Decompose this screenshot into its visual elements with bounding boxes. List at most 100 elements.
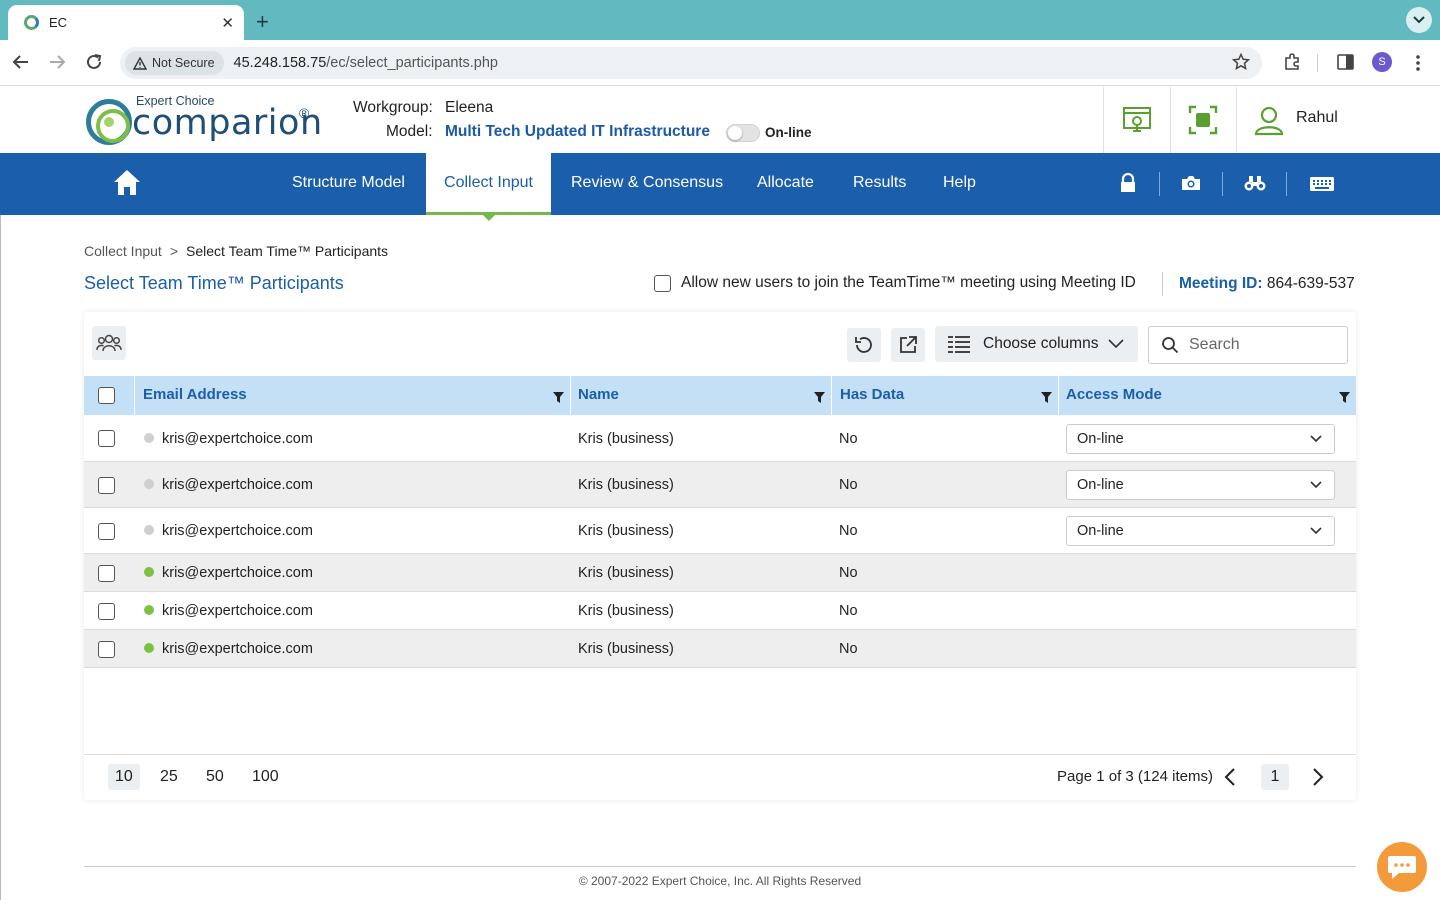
table-row[interactable]: kris@expertchoice.com Kris (business) No… bbox=[84, 462, 1356, 508]
breadcrumb-parent[interactable]: Collect Input bbox=[84, 243, 162, 259]
nav-allocate[interactable]: Allocate bbox=[757, 174, 814, 191]
pager: 10 25 50 100 Page 1 of 3 (124 items) 1 bbox=[84, 754, 1356, 800]
table-row[interactable]: kris@expertchoice.com Kris (business) No bbox=[84, 630, 1356, 668]
online-toggle[interactable] bbox=[726, 124, 760, 142]
address-bar[interactable]: Not Secure 45.248.158.75/ec/select_parti… bbox=[120, 47, 1262, 79]
page-size-25[interactable]: 25 bbox=[160, 768, 178, 785]
nav-help[interactable]: Help bbox=[943, 174, 976, 191]
model-link[interactable]: Multi Tech Updated IT Infrastructure bbox=[445, 123, 710, 140]
browser-menu-icon[interactable] bbox=[1415, 54, 1421, 77]
row-checkbox[interactable] bbox=[98, 523, 115, 540]
user-name[interactable]: Rahul bbox=[1296, 109, 1338, 126]
page-title: Select Team Time™ Participants bbox=[84, 273, 344, 293]
search-box[interactable] bbox=[1148, 326, 1348, 364]
access-mode-select[interactable]: On-line bbox=[1066, 470, 1335, 500]
export-button[interactable] bbox=[891, 328, 925, 362]
breadcrumb-current: Select Team Time™ Participants bbox=[186, 243, 389, 259]
select-all-checkbox[interactable] bbox=[98, 387, 115, 404]
access-mode-select[interactable]: On-line bbox=[1066, 424, 1335, 454]
browser-tab-strip: EC ✕ + bbox=[0, 0, 1440, 40]
row-checkbox[interactable] bbox=[98, 641, 115, 658]
workgroup-value: Eleena bbox=[445, 99, 494, 116]
email-cell: kris@expertchoice.com bbox=[162, 477, 313, 493]
camera-icon[interactable] bbox=[1181, 175, 1201, 196]
row-checkbox[interactable] bbox=[98, 430, 115, 447]
side-panel-icon[interactable] bbox=[1337, 54, 1354, 75]
next-page-icon[interactable] bbox=[1312, 767, 1324, 792]
allow-new-users-checkbox[interactable] bbox=[654, 274, 671, 292]
filter-icon[interactable] bbox=[1041, 390, 1052, 408]
chat-button[interactable] bbox=[1377, 842, 1427, 892]
column-header-email[interactable]: Email Address bbox=[143, 386, 247, 403]
keyboard-icon[interactable] bbox=[1309, 176, 1335, 197]
bookmark-star-icon[interactable] bbox=[1231, 52, 1251, 76]
filter-icon[interactable] bbox=[814, 390, 825, 408]
current-page[interactable]: 1 bbox=[1261, 764, 1289, 790]
page-info: Page 1 of 3 (124 items) bbox=[1057, 768, 1213, 785]
chat-bubble-icon bbox=[1388, 856, 1416, 879]
browser-tab[interactable]: EC ✕ bbox=[8, 5, 244, 40]
table-row[interactable]: kris@expertchoice.com Kris (business) No… bbox=[84, 415, 1356, 462]
page-size-100[interactable]: 100 bbox=[252, 768, 279, 785]
row-checkbox[interactable] bbox=[98, 565, 115, 582]
column-header-name[interactable]: Name bbox=[578, 386, 619, 403]
header-divider bbox=[1236, 87, 1237, 153]
group-users-button[interactable] bbox=[92, 326, 126, 360]
workgroup-label: Workgroup: bbox=[353, 99, 433, 116]
allow-new-users-option[interactable]: Allow new users to join the TeamTime™ me… bbox=[654, 274, 1136, 292]
choose-columns-button[interactable]: Choose columns bbox=[935, 326, 1138, 362]
security-indicator[interactable]: Not Secure bbox=[125, 51, 224, 75]
meeting-id-label: Meeting ID: bbox=[1179, 275, 1263, 292]
teamtime-icon[interactable] bbox=[1188, 105, 1218, 140]
extensions-icon[interactable] bbox=[1283, 53, 1301, 76]
search-input[interactable] bbox=[1189, 336, 1339, 354]
previous-page-icon[interactable] bbox=[1224, 767, 1236, 792]
access-mode-select[interactable]: On-line bbox=[1066, 516, 1335, 546]
has-data-cell: No bbox=[839, 565, 858, 581]
profile-avatar[interactable]: S bbox=[1372, 52, 1392, 72]
row-checkbox[interactable] bbox=[98, 603, 115, 620]
filter-icon[interactable] bbox=[553, 390, 564, 408]
column-divider bbox=[570, 376, 571, 415]
nav-collect-input[interactable]: Collect Input bbox=[426, 153, 551, 221]
status-dot bbox=[144, 567, 154, 577]
column-header-access-mode[interactable]: Access Mode bbox=[1066, 386, 1162, 403]
chevron-down-icon bbox=[1310, 527, 1322, 535]
allow-new-users-label: Allow new users to join the TeamTime™ me… bbox=[681, 274, 1136, 291]
header-divider bbox=[1170, 87, 1171, 153]
comparion-logo[interactable]: Expert Choice comparion ® bbox=[86, 91, 322, 149]
table-row[interactable]: kris@expertchoice.com Kris (business) No bbox=[84, 554, 1356, 592]
new-tab-icon[interactable]: + bbox=[256, 9, 269, 34]
external-link-icon bbox=[900, 336, 917, 353]
table-row[interactable]: kris@expertchoice.com Kris (business) No… bbox=[84, 508, 1356, 554]
lock-icon[interactable] bbox=[1119, 172, 1137, 198]
nav-divider bbox=[1159, 172, 1160, 196]
nav-review-consensus[interactable]: Review & Consensus bbox=[571, 174, 724, 191]
logo-swirl-icon bbox=[86, 99, 132, 145]
nav-structure-model[interactable]: Structure Model bbox=[292, 174, 405, 191]
user-icon[interactable] bbox=[1254, 106, 1284, 141]
filter-icon[interactable] bbox=[1339, 390, 1350, 408]
model-label: Model: bbox=[386, 123, 433, 140]
footer-copyright: © 2007-2022 Expert Choice, Inc. All Righ… bbox=[578, 874, 862, 888]
status-dot bbox=[144, 605, 154, 615]
refresh-button[interactable] bbox=[847, 328, 881, 362]
page-size-50[interactable]: 50 bbox=[206, 768, 224, 785]
columns-list-icon bbox=[948, 336, 970, 353]
nav-results[interactable]: Results bbox=[853, 174, 907, 191]
close-tab-icon[interactable]: ✕ bbox=[221, 14, 234, 32]
nav-divider bbox=[1286, 172, 1287, 196]
header-divider bbox=[1103, 87, 1104, 153]
column-header-has-data[interactable]: Has Data bbox=[840, 386, 905, 403]
row-checkbox[interactable] bbox=[98, 477, 115, 494]
table-row[interactable]: kris@expertchoice.com Kris (business) No bbox=[84, 592, 1356, 630]
home-icon[interactable] bbox=[113, 168, 141, 201]
page-size-10[interactable]: 10 bbox=[108, 764, 140, 790]
reload-icon[interactable] bbox=[85, 53, 103, 76]
url-text: 45.248.158.75/ec/select_participants.php bbox=[233, 55, 498, 71]
forward-icon[interactable] bbox=[48, 53, 66, 76]
anytime-evaluation-icon[interactable] bbox=[1122, 105, 1152, 140]
binoculars-icon[interactable] bbox=[1244, 175, 1266, 196]
tab-search-icon[interactable] bbox=[1406, 7, 1432, 33]
back-icon[interactable] bbox=[12, 53, 30, 76]
